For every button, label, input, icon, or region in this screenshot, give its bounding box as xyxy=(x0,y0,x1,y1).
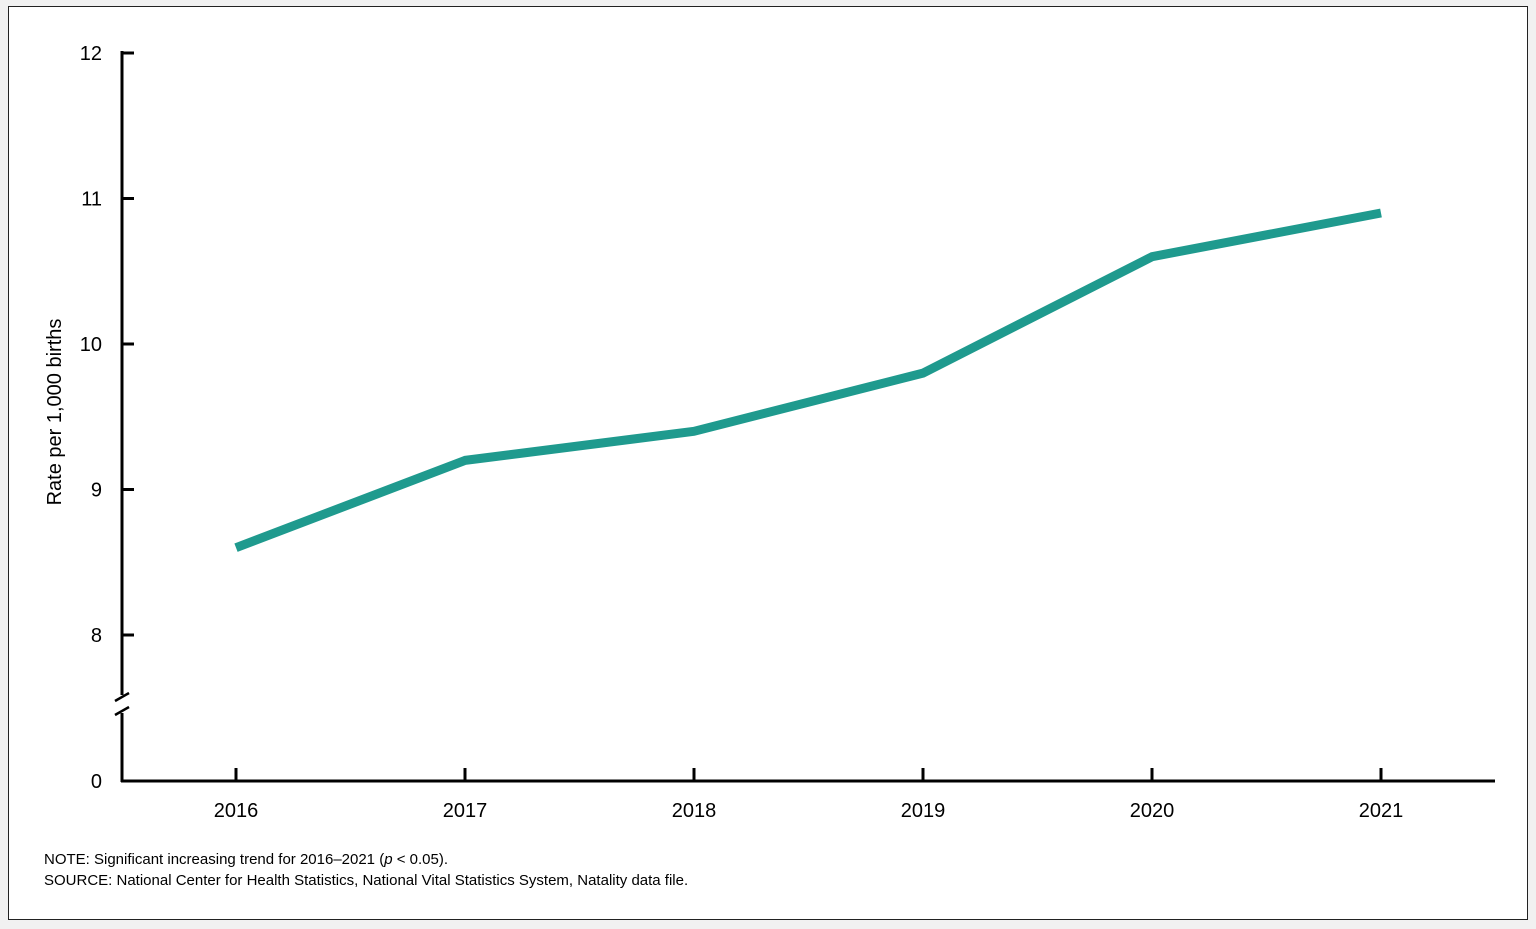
x-tick-label: 2016 xyxy=(214,800,259,822)
line-chart: 8 9 10 11 12 0 2016 2017 2018 2019 2020 2021 Rate p… xyxy=(44,43,1495,822)
y-tick-label: 10 xyxy=(80,334,102,356)
note-prefix: NOTE: Significant increasing trend for 2… xyxy=(44,851,385,868)
note-p: p xyxy=(384,851,393,868)
tick-labels: 8 9 10 11 12 0 2016 2017 2018 2019 2020 2021 xyxy=(80,43,1404,822)
source-text: SOURCE: National Center for Health Stati… xyxy=(44,872,689,889)
note-text: NOTE: Significant increasing trend for 2… xyxy=(44,849,688,870)
chart-notes: NOTE: Significant increasing trend for 2… xyxy=(44,849,688,891)
y-axis-label: Rate per 1,000 births xyxy=(44,319,66,506)
chart-frame: 8 9 10 11 12 0 2016 2017 2018 2019 2020 2021 Rate p… xyxy=(8,6,1528,920)
x-tick-label: 2017 xyxy=(443,800,488,822)
series-group xyxy=(234,208,1382,552)
axes xyxy=(114,51,1495,783)
y-tick-label: 8 xyxy=(91,625,102,647)
x-tick-label: 2019 xyxy=(901,800,946,822)
x-tick-label: 2020 xyxy=(1130,800,1175,822)
axis-break-mark xyxy=(114,691,130,703)
note-suffix: < 0.05). xyxy=(392,851,448,868)
x-tick-label: 2021 xyxy=(1359,800,1404,822)
series-line xyxy=(234,208,1382,552)
y-tick-label: 12 xyxy=(80,43,102,65)
y-tick-label: 0 xyxy=(91,771,102,793)
axis-break-mark xyxy=(114,705,130,717)
y-tick-label: 11 xyxy=(81,189,102,211)
x-tick-label: 2018 xyxy=(672,800,717,822)
y-tick-label: 9 xyxy=(91,480,102,502)
